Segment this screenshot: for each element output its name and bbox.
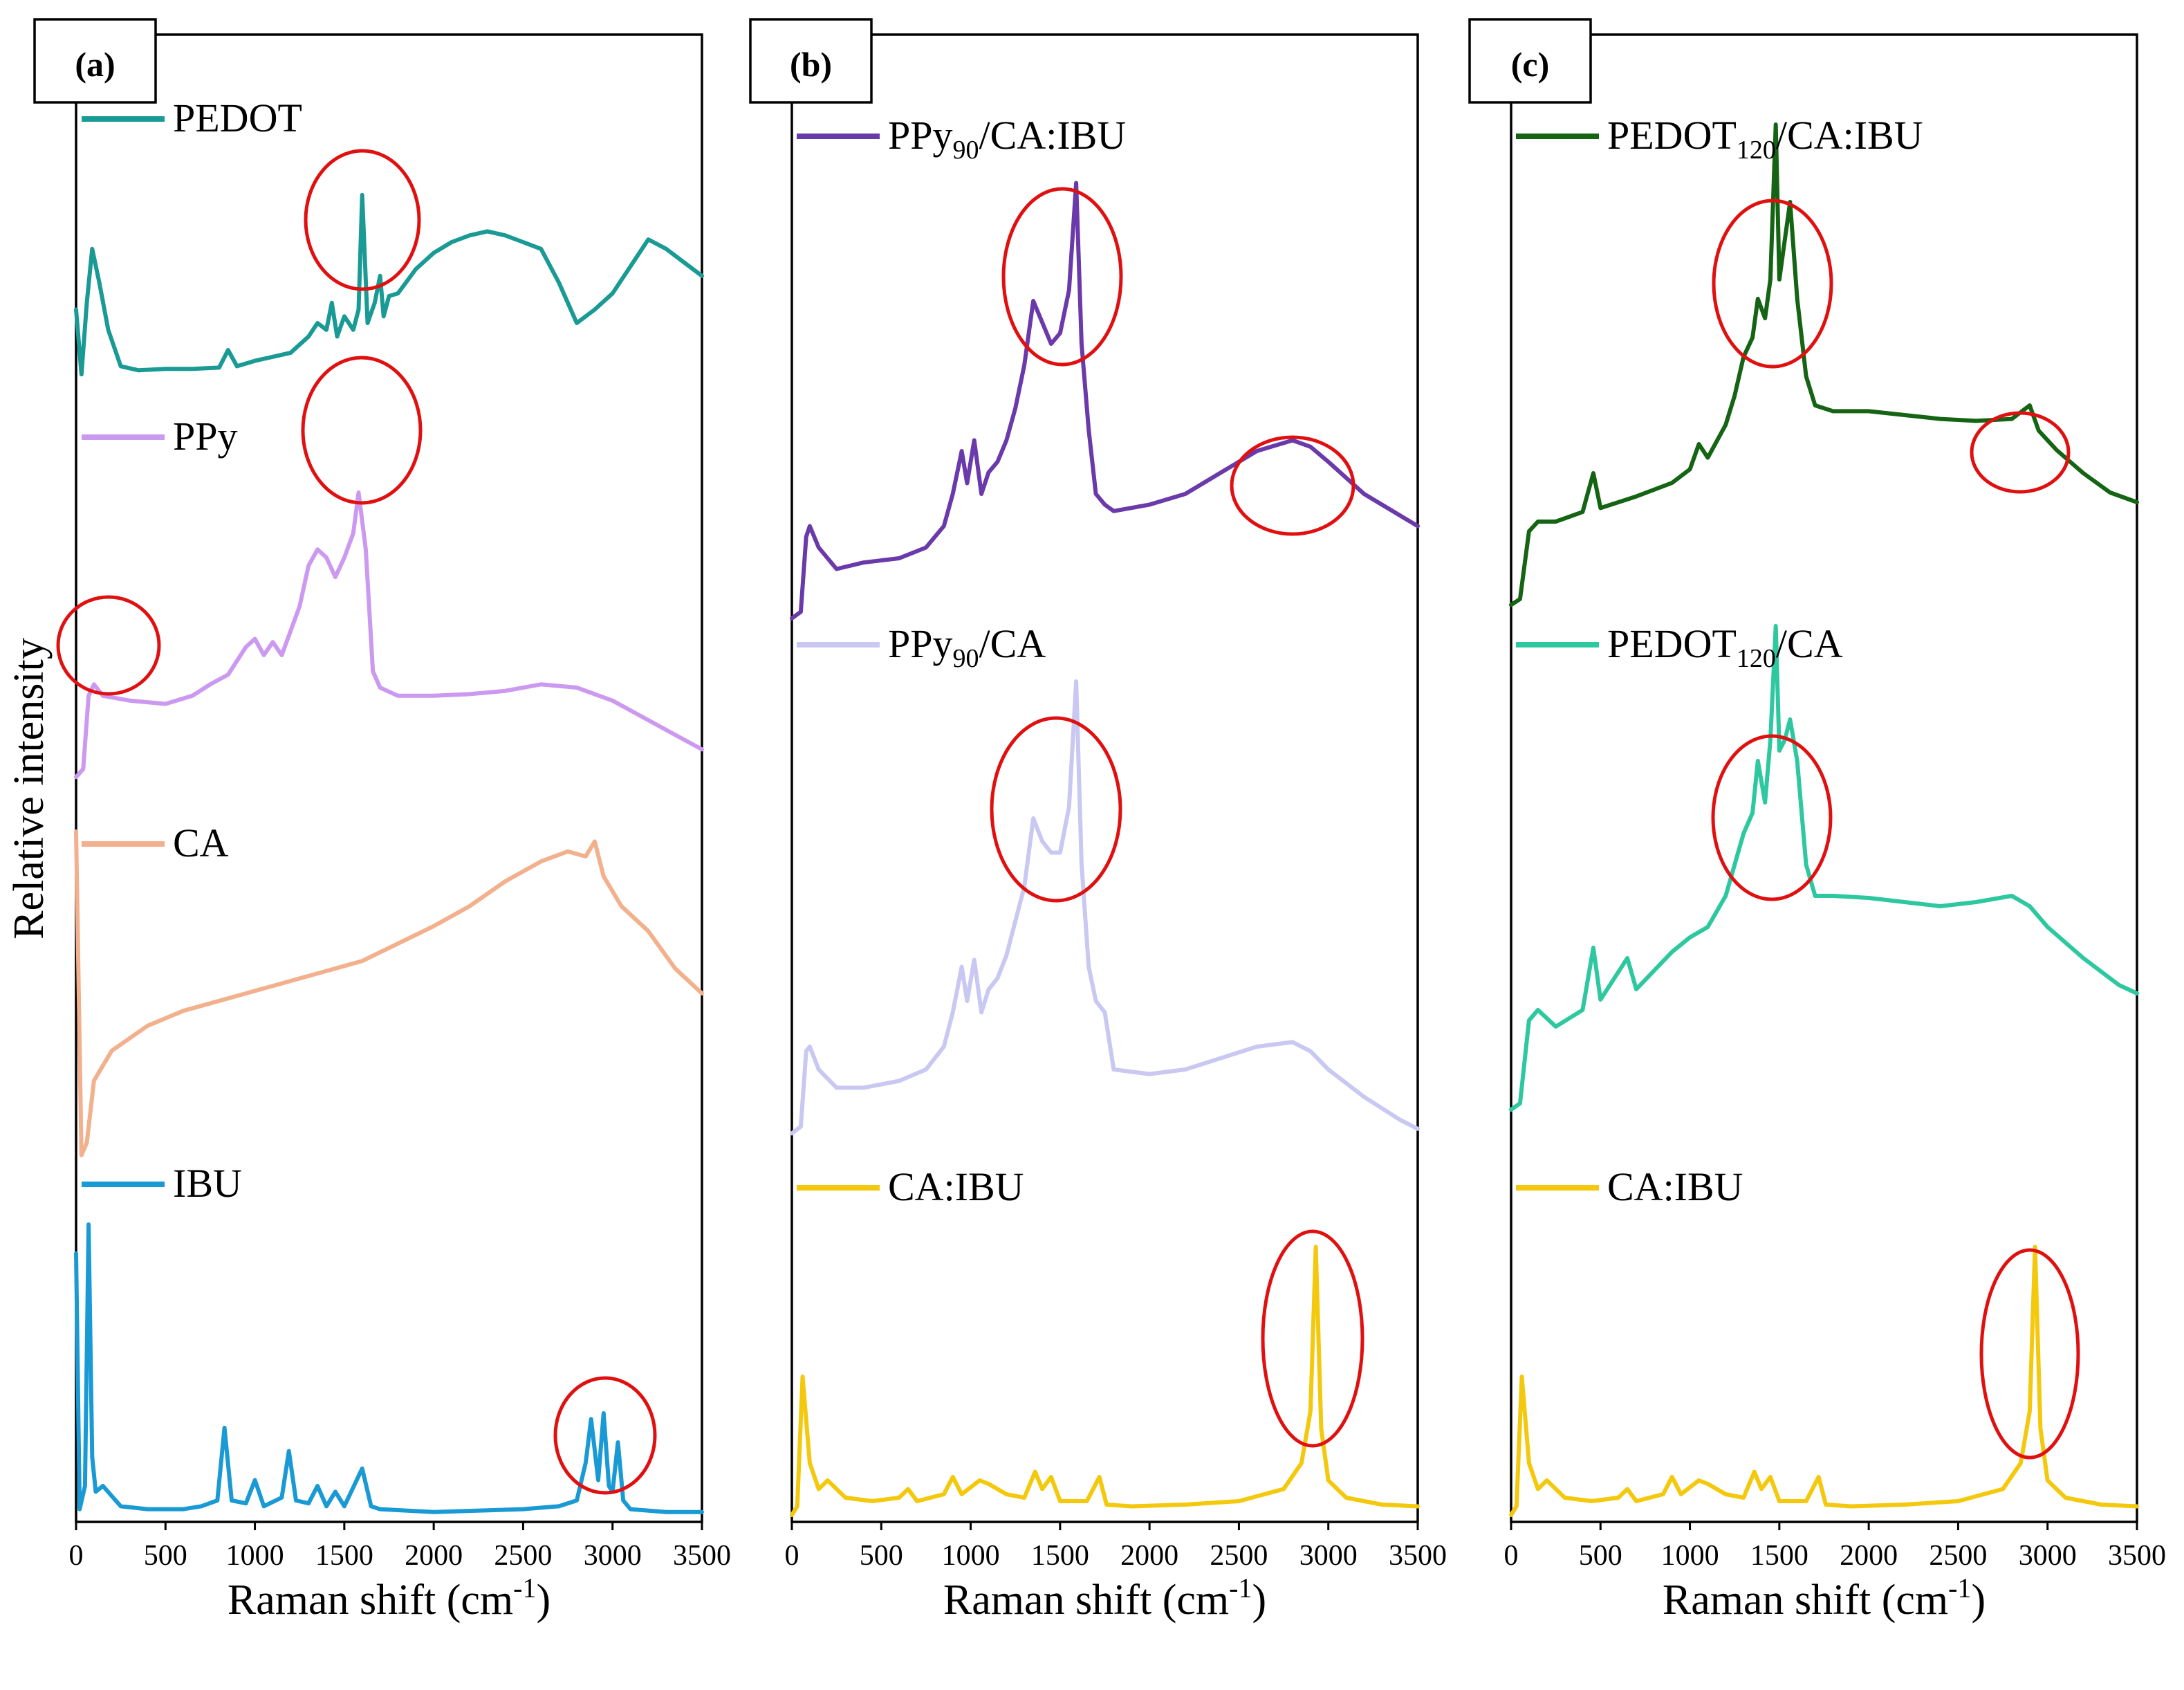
x-tick-label: 2000 (1840, 1540, 1898, 1572)
x-tick-label: 3000 (2019, 1540, 2077, 1572)
x-tick-label: 500 (860, 1540, 903, 1572)
panel-tag: (b) (790, 45, 832, 84)
series-line-ppy90-ca (790, 679, 1420, 1136)
legend-label: PEDOT (173, 95, 302, 140)
x-tick-label: 500 (1579, 1540, 1622, 1572)
legend-label: PPy90/CA:IBU (888, 113, 1126, 165)
panel-c: (c) 0 500 1000 1500 2000 2500 3000 3500 Raman shi… (1468, 18, 2166, 1624)
panel-tag: (c) (1511, 45, 1550, 84)
peak-highlight-circle (553, 1376, 657, 1495)
peak-highlight-circle (304, 149, 421, 291)
x-tick-label: 1000 (1661, 1540, 1719, 1572)
x-tick-label: 3500 (1389, 1540, 1447, 1572)
x-axis-label: Raman shift (cm-1) (228, 1572, 550, 1624)
plot-frame (790, 33, 1419, 1523)
panel-tag-box (33, 18, 157, 104)
legend-label: PEDOT120/CA:IBU (1607, 113, 1923, 165)
panel-a: (a) 0 500 1000 1500 2000 2500 3000 3500 Raman shi… (33, 18, 731, 1624)
x-tick-label: 2500 (1210, 1540, 1268, 1572)
x-tick-label: 1000 (226, 1540, 284, 1572)
x-tick-label: 2500 (1929, 1540, 1987, 1572)
plot-frame (75, 33, 703, 1523)
peak-highlight-circle (990, 716, 1122, 903)
x-tick-label: 3500 (673, 1540, 731, 1572)
x-tick-label: 2000 (1120, 1540, 1178, 1572)
legend-label: CA:IBU (888, 1164, 1024, 1209)
series-line-pedot120-ca (1509, 624, 2139, 1112)
peak-highlight-circle (1261, 1229, 1364, 1448)
legend-label: IBU (173, 1161, 242, 1206)
peak-highlight-circle (1712, 199, 1833, 369)
panel-b: (b) 0 500 1000 1500 2000 2500 3000 3500 Raman shi… (749, 18, 1447, 1624)
series-line-pedot (74, 192, 704, 377)
legend-label: CA (173, 820, 229, 865)
x-tick-label: 1000 (942, 1540, 1000, 1572)
panel-tag-box (749, 18, 873, 104)
panel-tag-box (1468, 18, 1592, 104)
x-tick-label: 1500 (1031, 1540, 1089, 1572)
x-tick-label: 3000 (584, 1540, 642, 1572)
x-tick-label: 1500 (1750, 1540, 1808, 1572)
peak-highlight-circle (301, 356, 423, 505)
x-tick-label: 2500 (494, 1540, 552, 1572)
peak-highlight-circle (1001, 187, 1123, 367)
x-tick-label: 0 (69, 1540, 84, 1572)
series-line-ppy (74, 490, 704, 780)
x-axis-label: Raman shift (cm-1) (1663, 1572, 1986, 1624)
series-line-ibu (74, 1222, 704, 1514)
series-line-pedot120-ca-ibu (1509, 122, 2139, 607)
x-tick-label: 1500 (315, 1540, 373, 1572)
series-line-ca (74, 829, 704, 1157)
plot-frame (1510, 33, 2138, 1523)
legend-label: PEDOT120/CA (1607, 621, 1843, 673)
x-tick-label: 2000 (405, 1540, 463, 1572)
peak-highlight-circle (56, 595, 161, 696)
series-line-ca-ibu (1509, 1244, 2139, 1517)
legend-label: PPy (173, 414, 238, 459)
x-tick-label: 0 (785, 1540, 799, 1572)
series-line-ppy90-ca-ibu (790, 181, 1420, 621)
peak-highlight-circle (1230, 435, 1355, 536)
x-tick-label: 3000 (1299, 1540, 1358, 1572)
legend-label: PPy90/CA (888, 621, 1046, 673)
peak-highlight-circle (1979, 1248, 2080, 1460)
panel-tag: (a) (75, 45, 115, 84)
legend-label: CA:IBU (1607, 1164, 1743, 1209)
x-tick-label: 500 (144, 1540, 187, 1572)
peak-highlight-circle (1970, 411, 2071, 494)
x-tick-label: 3500 (2108, 1540, 2166, 1572)
x-tick-label: 0 (1504, 1540, 1519, 1572)
peak-highlight-circle (1711, 734, 1833, 901)
y-axis-label: Relative intensity (6, 638, 53, 939)
x-axis-label: Raman shift (cm-1) (943, 1572, 1266, 1624)
series-line-ca-ibu (790, 1244, 1420, 1517)
